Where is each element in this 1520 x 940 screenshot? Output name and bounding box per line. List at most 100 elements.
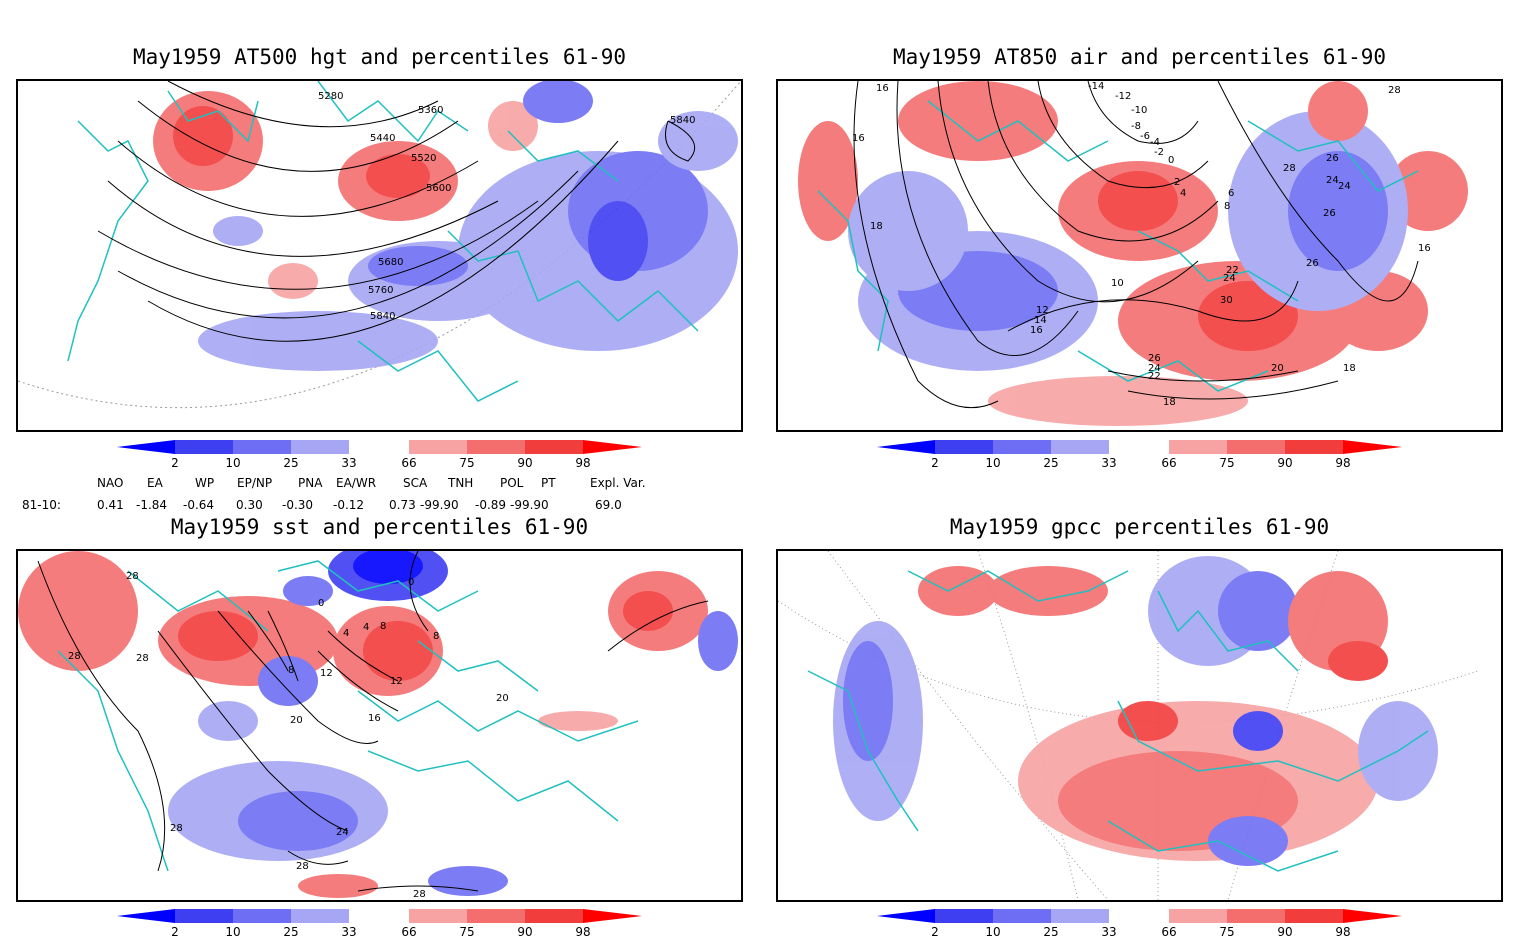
colorbar-tick: 98 <box>1335 456 1350 470</box>
contour-label: 24 <box>1338 181 1351 192</box>
colorbar-tick: 10 <box>225 925 240 939</box>
contour-label: 0 <box>1168 155 1174 166</box>
contour-label: 22 <box>1226 265 1239 276</box>
contour-label: 20 <box>496 693 509 704</box>
colorbar-tick: 10 <box>225 456 240 470</box>
index-header: TNH <box>448 476 474 490</box>
colorbar-sst: 2 10 25 33 66 75 90 98 <box>115 909 645 939</box>
contour-label: 24 <box>1148 363 1161 374</box>
index-value: -99.90 <box>510 498 549 512</box>
anomaly-shading <box>18 551 738 898</box>
index-value: -0.89 <box>475 498 507 512</box>
contour-label: 26 <box>1148 353 1161 364</box>
index-value: -0.64 <box>183 498 215 512</box>
contour-label: 5360 <box>418 105 443 116</box>
hemisphere-outline <box>18 81 741 409</box>
index-value: -0.30 <box>282 498 314 512</box>
colorbar-tick: 98 <box>575 456 590 470</box>
coastlines <box>807 570 1429 872</box>
colorbar-tick: 90 <box>1277 925 1292 939</box>
panel2-title: May1959 AT850 air and percentiles 61-90 <box>892 45 1387 69</box>
contour-label: 22 <box>1148 371 1161 382</box>
contour-label: 5440 <box>370 133 395 144</box>
colorbar-tick: 98 <box>1335 925 1350 939</box>
contour-label: 26 <box>1306 258 1319 269</box>
panel1-title: May1959 AT500 hgt and percentiles 61-90 <box>132 45 627 69</box>
contour-label: -10 <box>1131 105 1147 116</box>
contour-label: 5600 <box>426 183 451 194</box>
colorbar-tick: 33 <box>341 456 356 470</box>
colorbar-tick: 2 <box>931 456 939 470</box>
contour-label: 5520 <box>411 153 436 164</box>
contour-label: 18 <box>870 221 883 232</box>
coastlines <box>67 81 699 402</box>
colorbar-tick: 25 <box>1043 456 1058 470</box>
index-header: EP/NP <box>237 476 273 490</box>
contour-label: 28 <box>170 823 183 834</box>
contour-label: 8 <box>433 631 439 642</box>
contour-labels: 5280 5360 5440 5520 5600 5680 5760 5840 … <box>318 91 695 322</box>
contour-label: 16 <box>1418 243 1431 254</box>
colorbar-tick: 2 <box>931 925 939 939</box>
contour-label: 5760 <box>368 285 393 296</box>
panel3-title: May1959 sst and percentiles 61-90 <box>170 515 589 539</box>
contour-label: 6 <box>1228 188 1234 199</box>
index-value: -1.84 <box>136 498 168 512</box>
contour-label: 26 <box>1323 208 1336 219</box>
map-panel-gpcc <box>776 549 1503 902</box>
contour-label: 28 <box>68 651 81 662</box>
index-header: SCA <box>403 476 428 490</box>
contour-label: 30 <box>1220 295 1233 306</box>
contour-label: 8 <box>1224 201 1230 212</box>
map-panel-t850: -14 -12 -10 -8 -6 -4 -2 0 2 4 6 8 10 12 … <box>776 79 1503 432</box>
contour-label: 14 <box>1034 315 1047 326</box>
contour-label: 5680 <box>378 257 403 268</box>
coastlines <box>57 560 639 872</box>
contour-label: 12 <box>390 676 403 687</box>
contour-label: 5280 <box>318 91 343 102</box>
contour-labels: 28 28 28 0 0 4 8 8 4 12 12 16 20 20 24 2… <box>68 571 509 900</box>
colorbar-tick: 90 <box>1277 456 1292 470</box>
index-row-label: 81-10: <box>22 498 61 512</box>
colorbar-tick: 66 <box>1161 456 1176 470</box>
index-header: NAO <box>97 476 124 490</box>
contour-label: 20 <box>290 715 303 726</box>
colorbar-tick: 75 <box>1219 456 1234 470</box>
contour-label: 16 <box>1030 325 1043 336</box>
index-value: 69.0 <box>595 498 622 512</box>
contour-label: 10 <box>1111 278 1124 289</box>
map-panel-sst: 28 28 28 0 0 4 8 8 4 12 12 16 20 20 24 2… <box>16 549 743 902</box>
colorbar-tick: 10 <box>985 456 1000 470</box>
contour-label: 12 <box>1036 305 1049 316</box>
colorbar-t850: 2 10 25 33 66 75 90 98 <box>875 440 1405 470</box>
contour-label: -6 <box>1140 131 1150 142</box>
colorbar-z500: 2 10 25 33 66 75 90 98 <box>115 440 645 470</box>
colorbar-tick: 33 <box>341 925 356 939</box>
index-header: PNA <box>298 476 323 490</box>
colorbar-tick: 75 <box>459 456 474 470</box>
index-header: EA <box>147 476 163 490</box>
contour-label: 16 <box>876 83 889 94</box>
index-value: 0.41 <box>97 498 124 512</box>
colorbar-gpcc: 2 10 25 33 66 75 90 98 <box>875 909 1405 939</box>
contour-label: 4 <box>343 628 349 639</box>
anomaly-shading <box>833 556 1438 866</box>
panel4-title: May1959 gpcc percentiles 61-90 <box>949 515 1330 539</box>
colorbar-tick: 75 <box>459 925 474 939</box>
contour-label: 16 <box>368 713 381 724</box>
temp-contours <box>853 81 1419 409</box>
colorbar-tick: 2 <box>171 925 179 939</box>
map-panel-z500: 5280 5360 5440 5520 5600 5680 5760 5840 … <box>16 79 743 432</box>
colorbar-tick: 2 <box>171 456 179 470</box>
contour-label: 18 <box>1163 397 1176 408</box>
contour-label: 4 <box>1180 188 1186 199</box>
contour-label: 24 <box>336 827 349 838</box>
colorbar-tick: 66 <box>401 456 416 470</box>
contour-label: 18 <box>1343 363 1356 374</box>
contour-label: -2 <box>1154 147 1164 158</box>
index-header: PT <box>541 476 556 490</box>
contour-label: 0 <box>408 577 414 588</box>
contour-label: 4 <box>363 622 369 633</box>
contour-label: -4 <box>1150 137 1160 148</box>
contour-label: -14 <box>1088 81 1104 92</box>
